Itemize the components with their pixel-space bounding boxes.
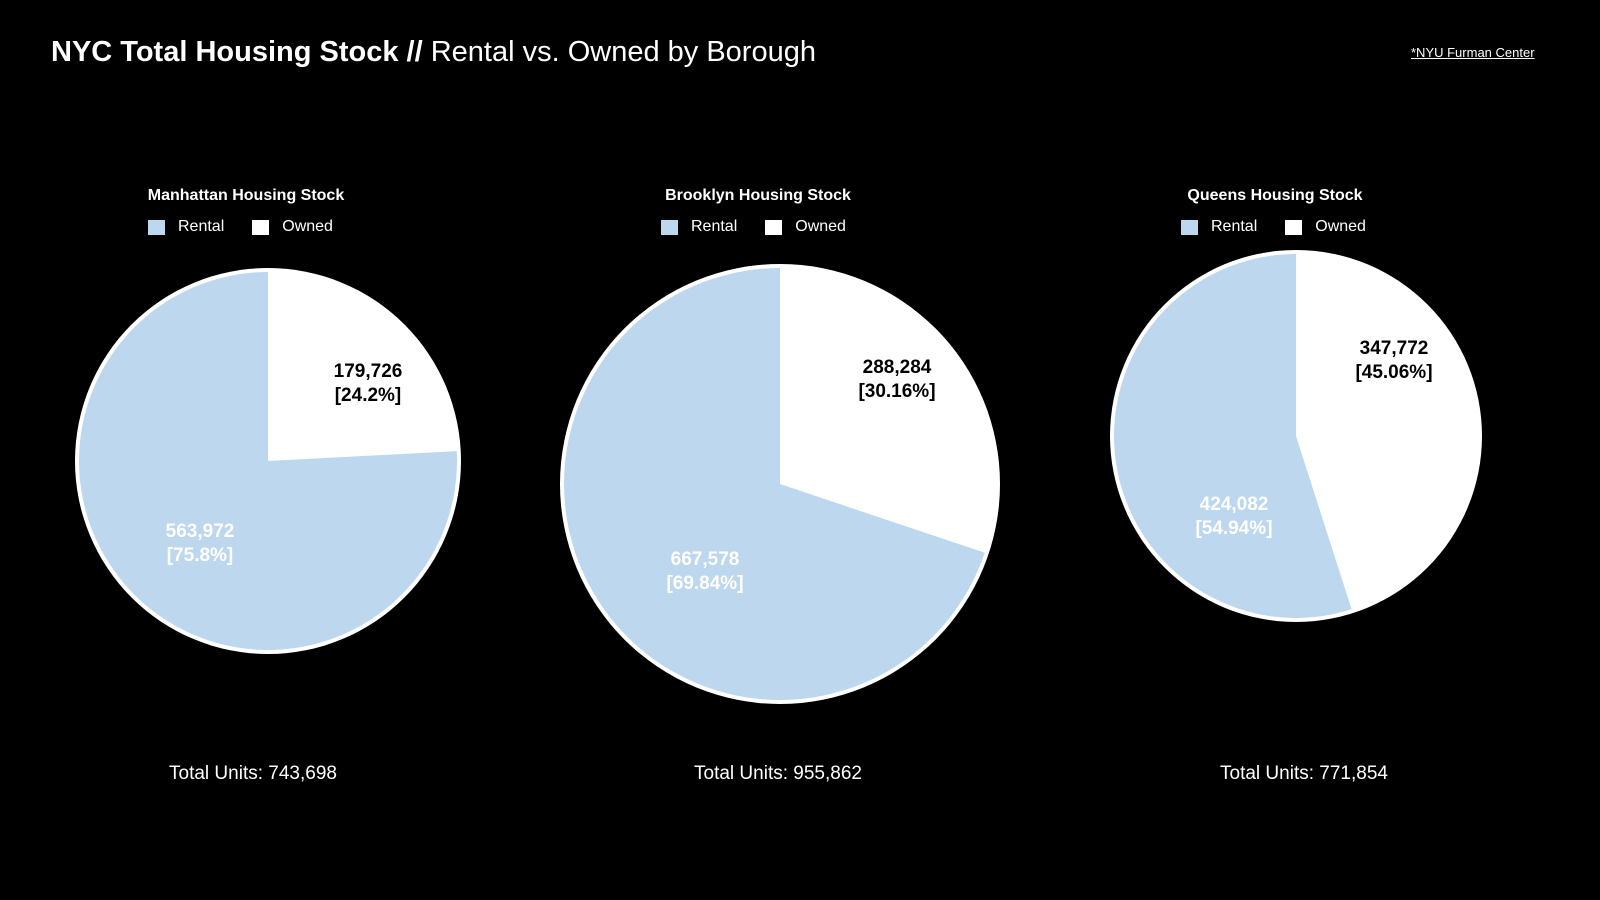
pie-slice-owned [1296, 254, 1478, 610]
source-link[interactable]: *NYU Furman Center [1411, 45, 1535, 60]
legend-swatch-rental [661, 219, 678, 235]
pie-slice-owned [780, 268, 996, 553]
legend-swatch-owned [765, 219, 783, 235]
legend-label-rental: Rental [1211, 218, 1258, 235]
chart-title-manhattan: Manhattan Housing Stock [147, 187, 345, 204]
total-units-manhattan: Total Units: 743,698 [169, 763, 337, 784]
legend-swatch-owned [1285, 219, 1303, 235]
slice-percent-label-rental: [69.84%] [666, 573, 743, 594]
legend-label-rental: Rental [691, 218, 738, 235]
page-title-bold: NYC Total Housing Stock // [51, 36, 423, 68]
pie-slice-rental [564, 268, 985, 700]
slice-percent-label-owned: [24.2%] [335, 385, 402, 406]
legend-swatch-rental [1181, 219, 1198, 235]
legend-queens: Rental Owned [1181, 218, 1366, 236]
page-title: NYC Total Housing Stock // Rental vs. Ow… [51, 36, 816, 69]
slice-percent-label-owned: [30.16%] [858, 381, 935, 402]
slice-value-label-owned: 347,772 [1360, 338, 1429, 359]
total-units-queens: Total Units: 771,854 [1220, 763, 1388, 784]
legend-item-rental: Rental [661, 218, 737, 236]
legend-label-owned: Owned [1315, 218, 1366, 235]
slice-value-label-rental: 563,972 [166, 521, 235, 542]
legend-item-rental: Rental [148, 218, 224, 236]
pie-chart-manhattan: 563,972 [75.8%] 179,726 [24.2%] [75, 268, 461, 654]
total-units-brooklyn: Total Units: 955,862 [694, 763, 862, 784]
slice-value-label-rental: 424,082 [1200, 494, 1269, 515]
legend-item-owned: Owned [1285, 218, 1366, 236]
legend-swatch-owned [252, 219, 270, 235]
legend-item-owned: Owned [252, 218, 333, 236]
legend-label-owned: Owned [795, 218, 846, 235]
slice-value-label-owned: 179,726 [334, 361, 403, 382]
legend-brooklyn: Rental Owned [661, 218, 846, 236]
legend-swatch-rental [148, 219, 165, 235]
pie-slice-rental [79, 272, 458, 650]
legend-label-rental: Rental [178, 218, 225, 235]
page-title-light: Rental vs. Owned by Borough [422, 36, 816, 68]
pie-slice-owned [268, 272, 457, 461]
pie-chart-brooklyn: 667,578 [69.84%] 288,284 [30.16%] [560, 264, 1000, 704]
chart-title-queens: Queens Housing Stock [1187, 187, 1363, 204]
slice-value-label-owned: 288,284 [863, 357, 932, 378]
legend-item-rental: Rental [1181, 218, 1257, 236]
pie-slice-rental [1114, 254, 1352, 618]
slice-percent-label-rental: [54.94%] [1195, 518, 1272, 539]
pie-chart-queens: 424,082 [54.94%] 347,772 [45.06%] [1110, 250, 1482, 622]
legend-item-owned: Owned [765, 218, 846, 236]
legend-label-owned: Owned [282, 218, 333, 235]
chart-title-brooklyn: Brooklyn Housing Stock [665, 187, 851, 204]
slice-percent-label-rental: [75.8%] [167, 545, 234, 566]
legend-manhattan: Rental Owned [148, 218, 333, 236]
slice-percent-label-owned: [45.06%] [1355, 362, 1432, 383]
slice-value-label-rental: 667,578 [671, 549, 740, 570]
